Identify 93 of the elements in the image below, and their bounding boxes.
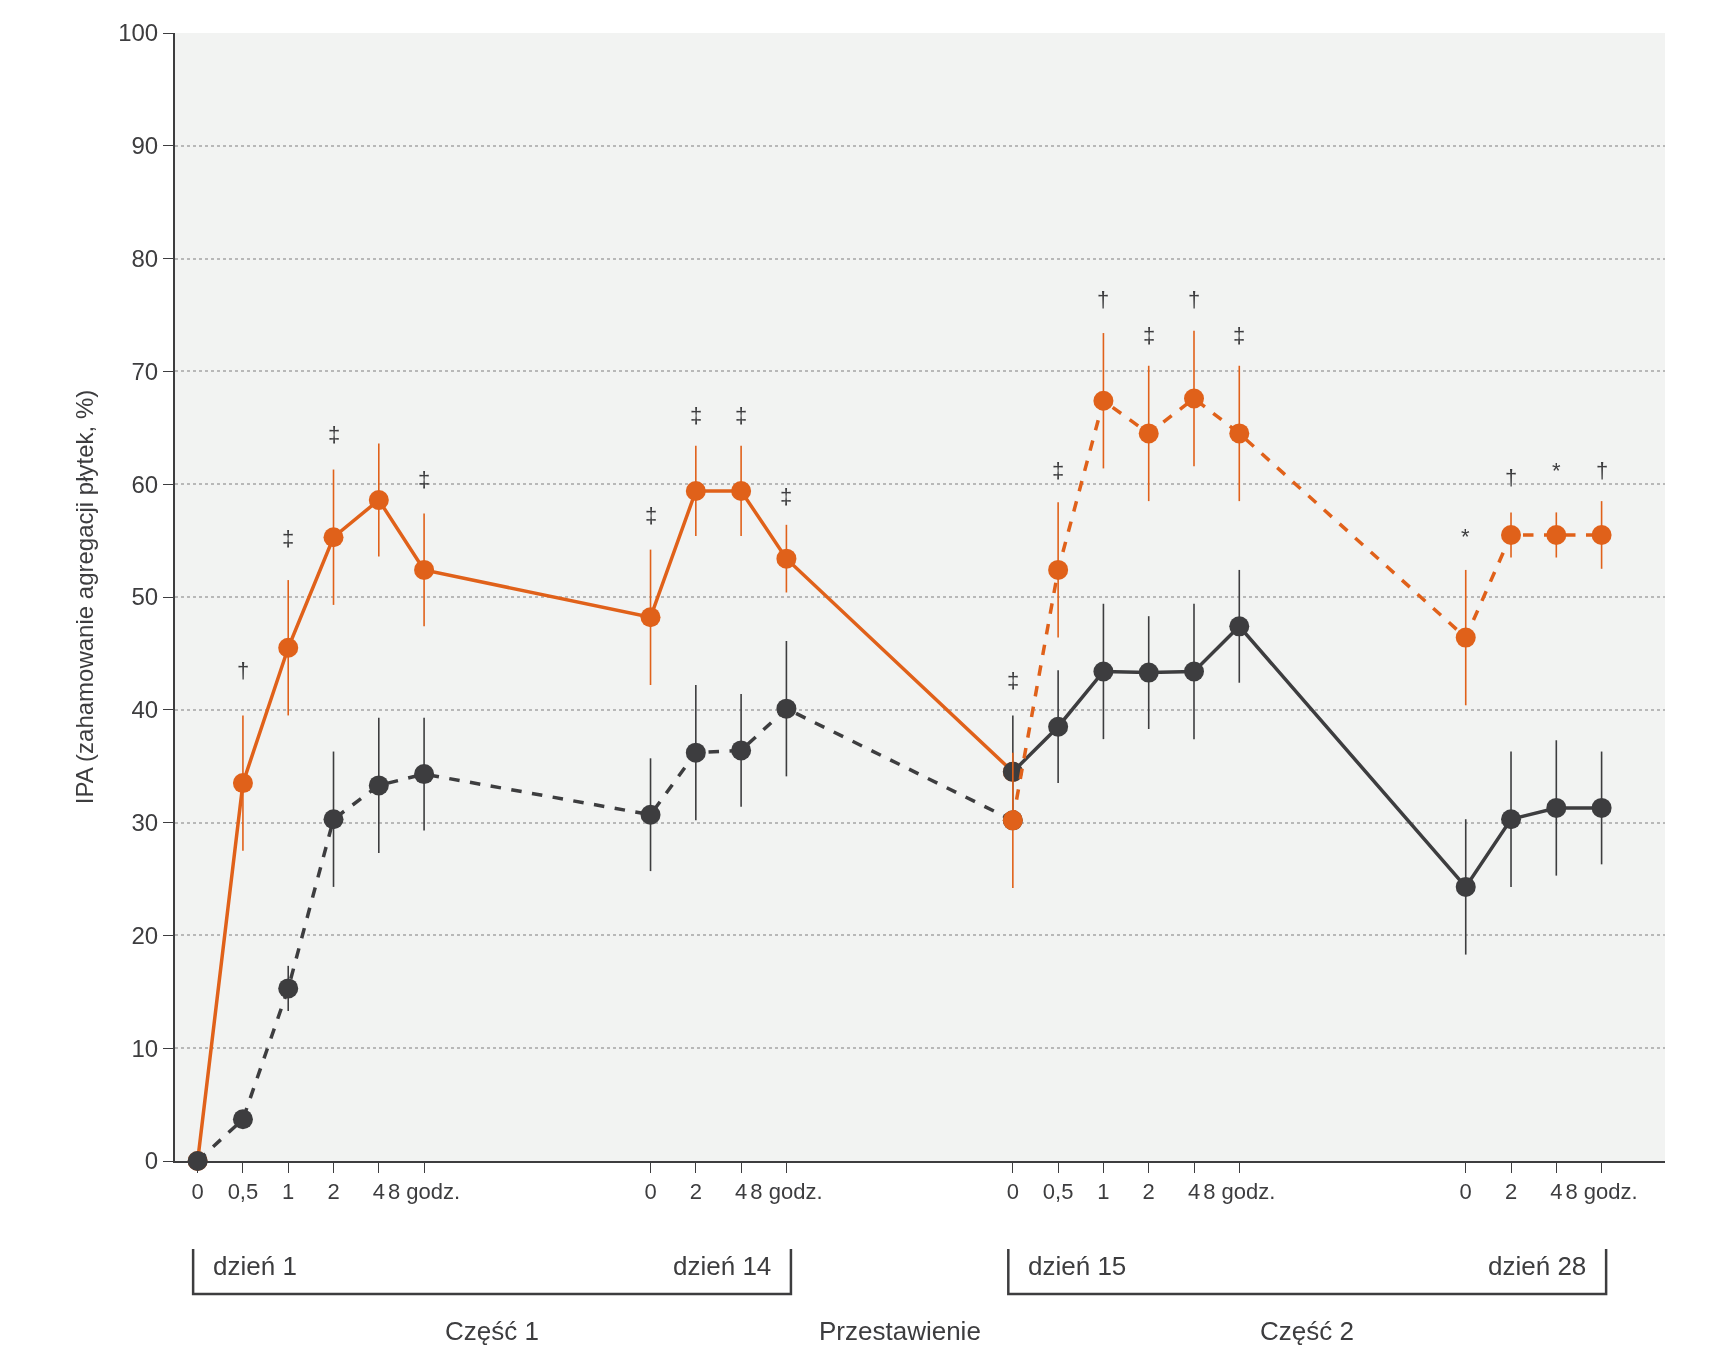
x-tick-label: 8 godz. xyxy=(388,1179,461,1205)
x-tick-label: 0,5 xyxy=(1042,1179,1074,1205)
text: Część 1 xyxy=(445,1316,539,1346)
point xyxy=(1546,797,1567,818)
y-tick-label: 40 xyxy=(131,696,159,724)
point xyxy=(368,775,389,796)
annotation: ‡ xyxy=(282,526,295,551)
x-tick-label: 8 godz. xyxy=(1203,1179,1276,1205)
x-tick-label: 4 xyxy=(734,1179,748,1205)
y-tick-label: 80 xyxy=(131,245,159,272)
annotation: ‡ xyxy=(1143,323,1156,348)
text: dzień 14 xyxy=(673,1251,772,1281)
annotation: † xyxy=(237,658,250,683)
y-tick-label: 10 xyxy=(131,1034,159,1062)
x-tick-label: 0 xyxy=(191,1179,204,1205)
point xyxy=(731,480,752,501)
x-tick-label: 2 xyxy=(1504,1179,1518,1205)
point xyxy=(323,809,344,830)
annotation: ‡ xyxy=(735,403,748,428)
text: dzień 28 xyxy=(1488,1251,1587,1281)
y-tick-label: 20 xyxy=(131,921,159,949)
point xyxy=(640,607,661,628)
annotation: ‡ xyxy=(328,422,341,447)
point xyxy=(1093,661,1114,682)
point xyxy=(1184,388,1204,409)
x-tick-label: 1 xyxy=(282,1179,295,1205)
point xyxy=(776,548,797,569)
point xyxy=(323,527,344,548)
point xyxy=(776,698,797,719)
point xyxy=(731,740,752,761)
point xyxy=(414,559,435,580)
y-tick-label: 100 xyxy=(118,19,159,47)
annotation: * xyxy=(1552,458,1561,483)
y-tick-label: 30 xyxy=(131,809,159,836)
text: Przestawienie xyxy=(819,1316,981,1346)
annotation: † xyxy=(1188,287,1201,312)
point xyxy=(1501,524,1522,545)
x-tick-label: 2 xyxy=(1142,1179,1155,1205)
point xyxy=(1229,616,1250,637)
y-axis-title: IPA (zahamowanie agregacji płytek, %) xyxy=(70,389,98,805)
point xyxy=(1048,716,1069,737)
x-tick-label: 4 xyxy=(1550,1179,1563,1205)
annotation: * xyxy=(1461,524,1470,549)
point xyxy=(1546,524,1567,545)
x-tick-label: 8 godz. xyxy=(750,1179,823,1205)
point xyxy=(685,480,706,501)
point xyxy=(232,773,253,794)
x-tick-label: 4 xyxy=(372,1179,385,1205)
point xyxy=(640,804,661,825)
annotation: † xyxy=(1097,287,1110,312)
x-tick-label: 1 xyxy=(1097,1179,1110,1205)
annotation: ‡ xyxy=(1052,458,1065,483)
x-tick-label: 2 xyxy=(689,1179,702,1205)
point xyxy=(1229,423,1250,444)
point xyxy=(685,742,706,763)
x-tick-label: 2 xyxy=(327,1179,340,1205)
x-tick-label: 4 xyxy=(1187,1179,1201,1205)
point xyxy=(368,489,389,510)
x-tick-label: 0 xyxy=(644,1179,657,1205)
point xyxy=(1455,627,1476,648)
x-tick-label: 0,5 xyxy=(227,1179,259,1205)
annotation: ‡ xyxy=(690,403,703,428)
annotation: † xyxy=(1505,465,1518,490)
y-tick-label: 70 xyxy=(131,357,159,385)
point xyxy=(1501,809,1522,830)
annotation: ‡ xyxy=(1007,668,1020,693)
y-tick-label: 0 xyxy=(144,1147,159,1175)
y-tick-label: 50 xyxy=(131,583,159,611)
point xyxy=(278,637,299,658)
y-tick-label: 60 xyxy=(131,470,159,498)
point xyxy=(1093,390,1114,411)
text: dzień 1 xyxy=(213,1251,297,1281)
x-tick-label: 0 xyxy=(1006,1179,1019,1205)
point xyxy=(1138,423,1159,444)
annotation: ‡ xyxy=(780,484,793,509)
annotation: ‡ xyxy=(1233,323,1246,348)
point xyxy=(1048,559,1069,580)
point xyxy=(232,1109,253,1130)
text: dzień 15 xyxy=(1028,1251,1127,1281)
x-tick-label: 0 xyxy=(1459,1179,1472,1205)
text: Część 2 xyxy=(1260,1316,1354,1346)
point xyxy=(414,764,435,785)
y-tick-label: 90 xyxy=(131,132,159,160)
point xyxy=(1591,797,1612,818)
point xyxy=(278,978,299,999)
point xyxy=(1138,662,1159,683)
annotation: ‡ xyxy=(645,503,658,528)
x-tick-label: 8 godz. xyxy=(1565,1179,1638,1205)
annotation: † xyxy=(1596,458,1609,483)
annotation: ‡ xyxy=(418,467,431,492)
point xyxy=(1591,524,1612,545)
point xyxy=(1184,661,1204,682)
point xyxy=(1455,876,1476,897)
